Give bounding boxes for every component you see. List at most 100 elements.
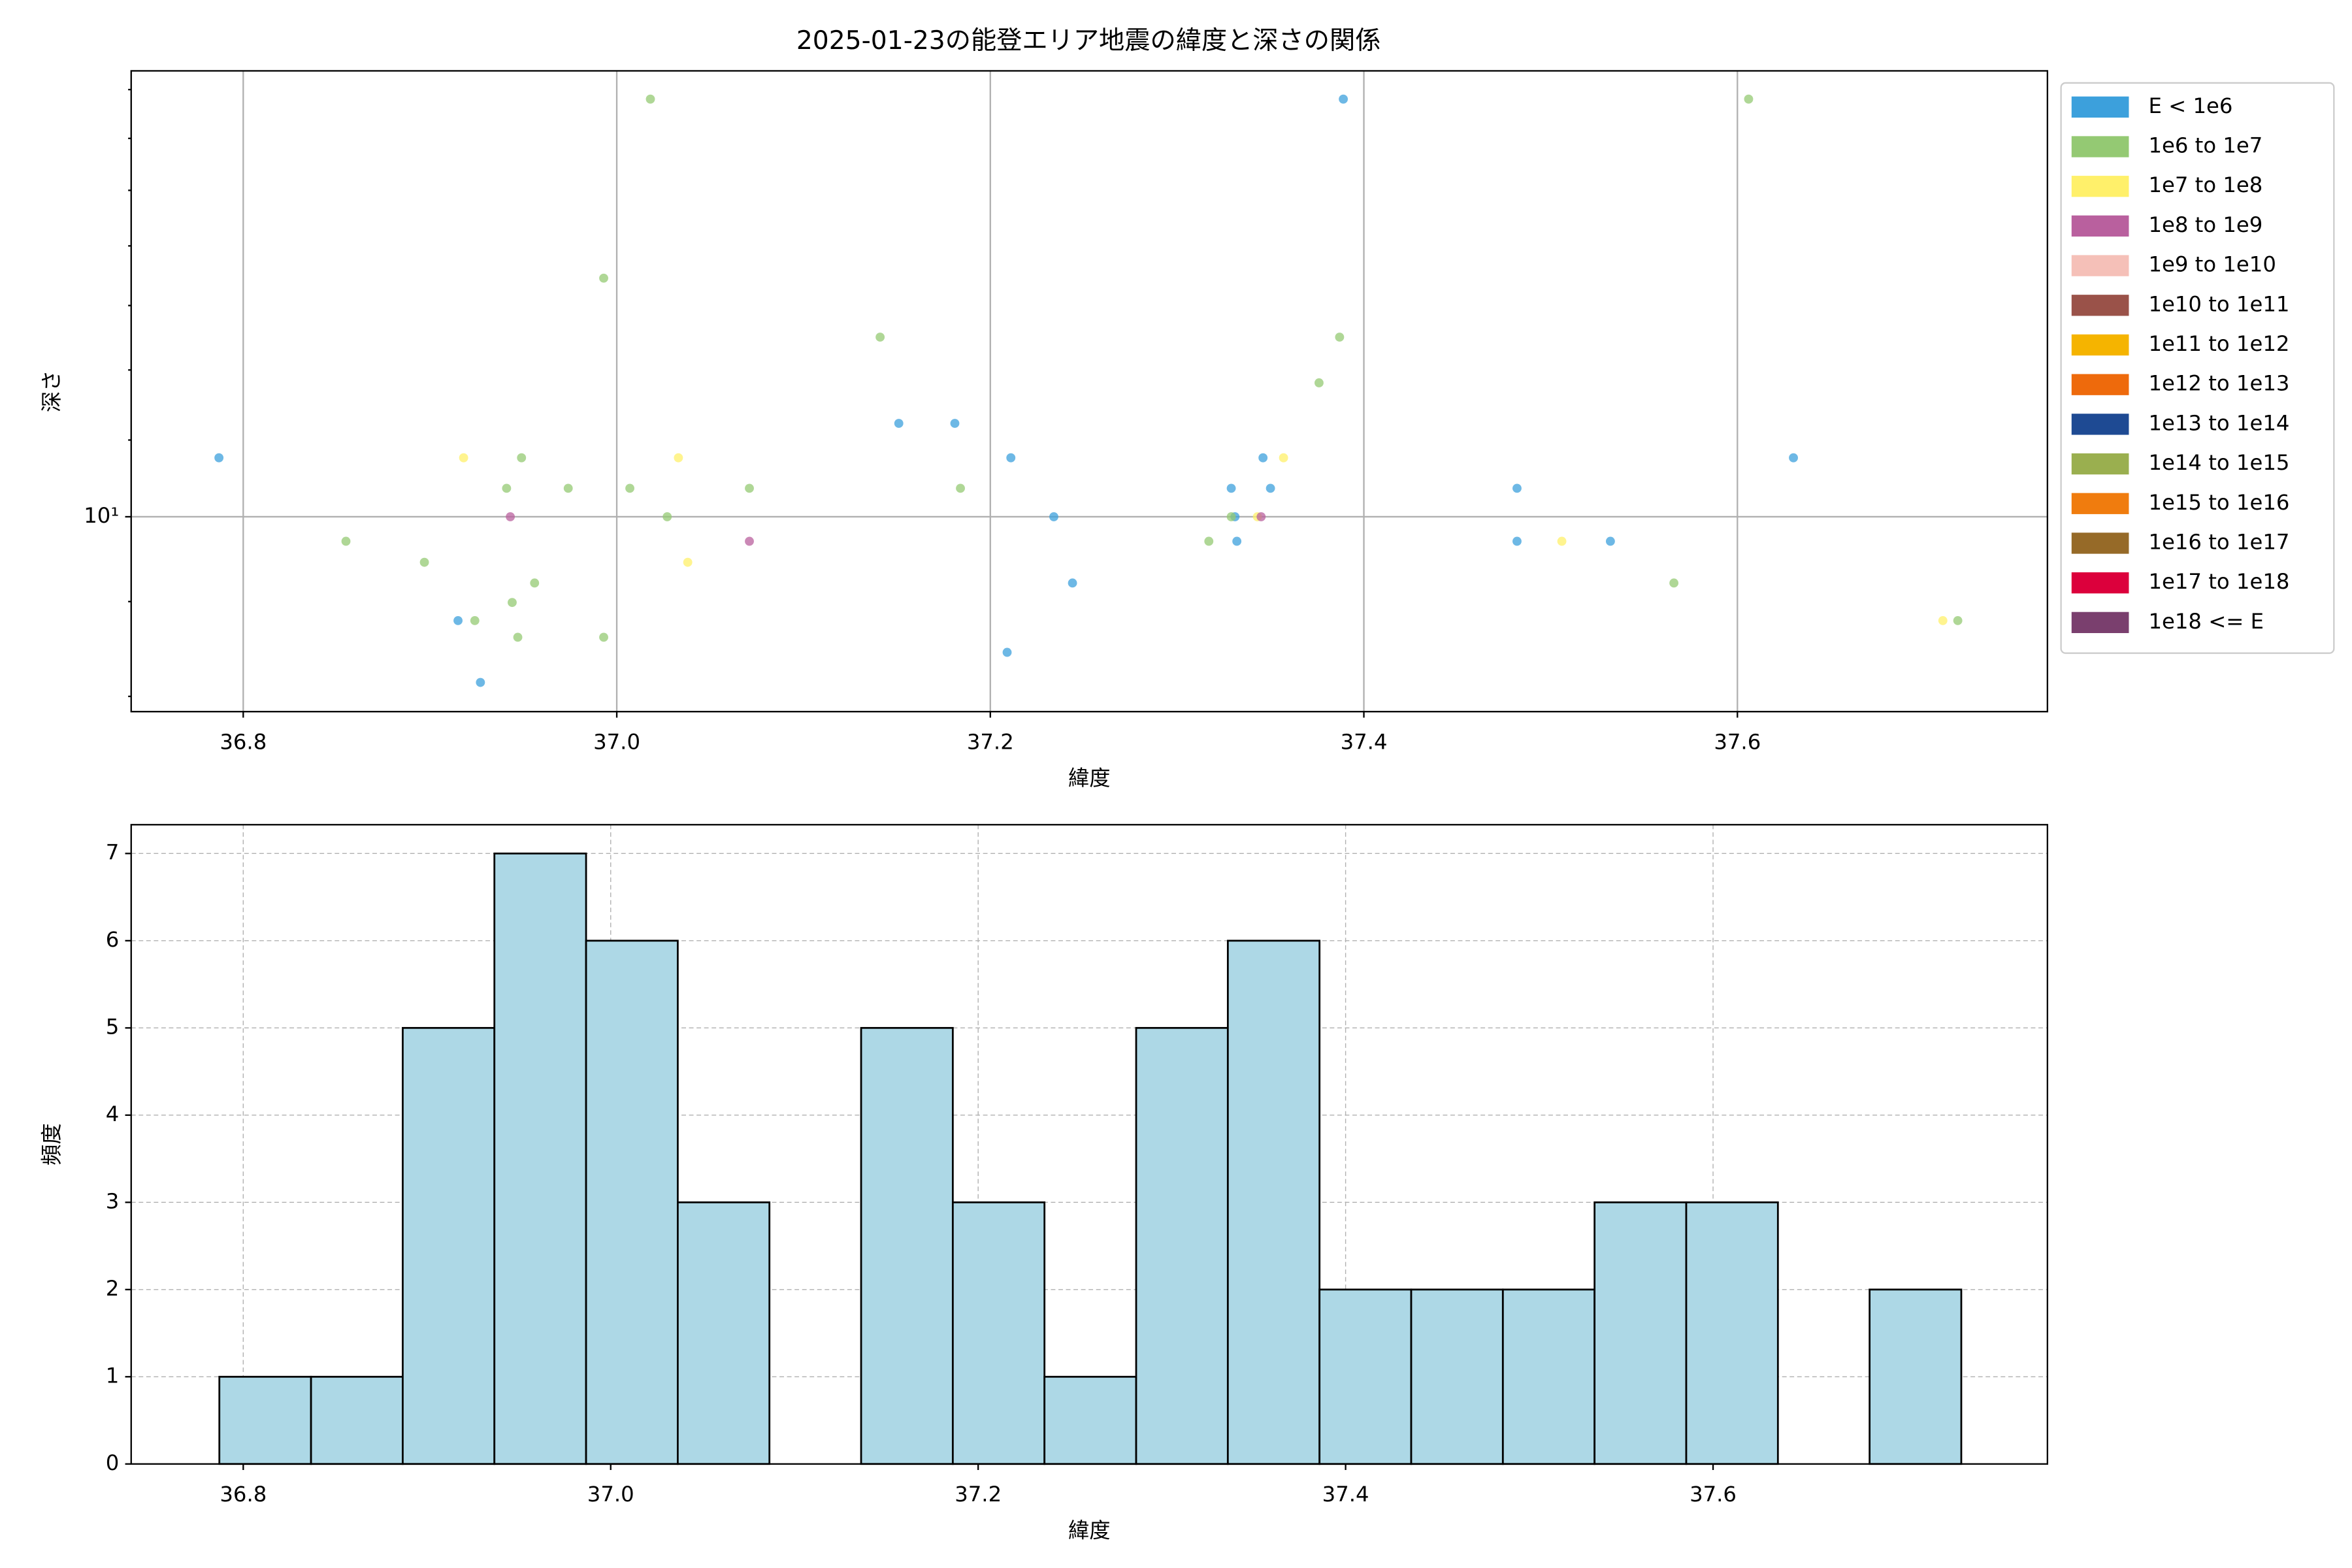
legend-swatch xyxy=(2071,453,2129,475)
x-tick-label: 37.6 xyxy=(1690,1482,1737,1507)
bar xyxy=(310,1375,404,1465)
point xyxy=(645,94,655,104)
legend-swatch xyxy=(2071,612,2129,633)
legend-label: 1e18 <= E xyxy=(2148,609,2264,634)
y-tick-label: 10¹ xyxy=(84,503,119,528)
bar xyxy=(1501,1288,1596,1465)
point xyxy=(1049,512,1058,521)
x-tick-label: 37.2 xyxy=(955,1482,1002,1507)
y-tick-label: 3 xyxy=(106,1188,120,1213)
point xyxy=(1512,536,1522,546)
legend-label: 1e8 to 1e9 xyxy=(2148,212,2262,237)
point xyxy=(1258,453,1268,463)
legend-label: 1e9 to 1e10 xyxy=(2148,252,2276,277)
point xyxy=(563,483,573,493)
point xyxy=(1068,578,1077,588)
y-tick-label: 2 xyxy=(106,1276,120,1301)
bar xyxy=(1318,1288,1413,1465)
bar xyxy=(1043,1375,1137,1465)
point xyxy=(1002,647,1012,657)
point xyxy=(508,598,517,608)
chart-title: 2025-01-23の能登エリア地震の緯度と深さの関係 xyxy=(796,26,1381,56)
bar xyxy=(1226,939,1321,1465)
bar xyxy=(1685,1201,1779,1465)
point xyxy=(513,632,523,642)
point xyxy=(453,615,463,625)
point xyxy=(745,536,754,546)
point xyxy=(1605,536,1615,546)
point xyxy=(1315,378,1324,387)
y-axis-label: 深さ xyxy=(39,370,64,413)
x-axis-label: 緯度 xyxy=(1068,766,1111,791)
point xyxy=(1226,512,1236,521)
point xyxy=(341,536,351,546)
legend-swatch xyxy=(2071,572,2129,594)
x-tick-label: 37.6 xyxy=(1714,730,1761,755)
point xyxy=(1266,483,1275,493)
legend-label: 1e13 to 1e14 xyxy=(2148,410,2289,435)
point xyxy=(1669,578,1679,588)
x-tick-label: 37.0 xyxy=(587,1482,634,1507)
legend-label: 1e16 to 1e17 xyxy=(2148,529,2289,554)
x-tick-label: 36.8 xyxy=(220,1482,267,1507)
y-tick-label: 6 xyxy=(106,927,120,952)
bar xyxy=(1410,1288,1504,1465)
point xyxy=(950,419,960,428)
legend-swatch xyxy=(2071,136,2129,157)
x-tick-label: 37.2 xyxy=(967,730,1014,755)
legend-swatch xyxy=(2071,176,2129,197)
bar xyxy=(585,939,679,1465)
bar xyxy=(493,852,587,1465)
x-tick-label: 37.4 xyxy=(1322,1482,1369,1507)
bar xyxy=(1869,1288,1963,1465)
legend-label: E < 1e6 xyxy=(2148,93,2232,118)
point xyxy=(1789,453,1798,463)
legend-box xyxy=(2060,82,2335,654)
legend-swatch xyxy=(2071,414,2129,435)
legend-label: 1e6 to 1e7 xyxy=(2148,133,2262,158)
point xyxy=(1006,453,1016,463)
legend-swatch xyxy=(2071,493,2129,514)
plot-frame xyxy=(130,70,2048,713)
point xyxy=(599,632,608,642)
y-tick-label: 5 xyxy=(106,1014,120,1039)
bar xyxy=(1593,1201,1688,1465)
point xyxy=(506,512,515,521)
bar xyxy=(218,1375,312,1465)
point xyxy=(517,453,527,463)
point xyxy=(1232,536,1242,546)
legend-swatch xyxy=(2071,532,2129,554)
legend-label: 1e15 to 1e16 xyxy=(2148,490,2289,515)
point xyxy=(1938,615,1948,625)
point xyxy=(1335,333,1345,342)
point xyxy=(1953,615,1963,625)
point xyxy=(470,615,480,625)
point xyxy=(1256,512,1266,521)
point xyxy=(875,333,885,342)
point xyxy=(599,273,608,283)
legend-swatch xyxy=(2071,215,2129,237)
point xyxy=(1204,536,1214,546)
point xyxy=(502,483,512,493)
point xyxy=(662,512,672,521)
legend-label: 1e7 to 1e8 xyxy=(2148,172,2262,197)
bar xyxy=(951,1201,1046,1465)
point xyxy=(214,453,224,463)
x-axis-label: 緯度 xyxy=(1068,1518,1111,1543)
point xyxy=(419,557,429,567)
x-tick-label: 37.4 xyxy=(1341,730,1388,755)
y-tick-label: 7 xyxy=(106,840,120,864)
y-tick-label: 4 xyxy=(106,1102,120,1126)
bar xyxy=(402,1026,496,1465)
legend-swatch xyxy=(2071,255,2129,276)
legend-label: 1e17 to 1e18 xyxy=(2148,569,2289,594)
point xyxy=(530,578,540,588)
point xyxy=(625,483,634,493)
point xyxy=(459,453,468,463)
bar xyxy=(677,1201,771,1465)
legend-swatch xyxy=(2071,374,2129,395)
legend-swatch xyxy=(2071,334,2129,356)
bar xyxy=(860,1026,954,1465)
